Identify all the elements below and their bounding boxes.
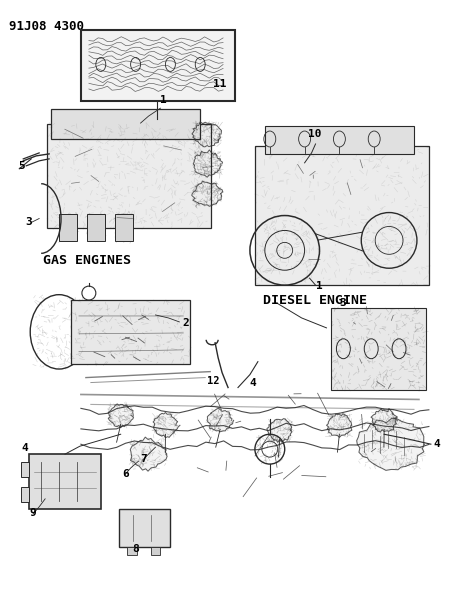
Text: 3: 3 [339,298,346,308]
Bar [47,124,211,229]
Polygon shape [371,409,398,432]
Polygon shape [267,419,292,443]
Text: 8: 8 [133,544,139,554]
Bar [29,454,101,509]
Bar [81,29,235,101]
Text: 10: 10 [308,129,321,139]
Bar [265,126,414,154]
Bar [51,109,200,139]
Polygon shape [108,404,134,428]
Polygon shape [192,181,223,207]
Polygon shape [327,414,352,437]
Bar [127,547,137,555]
Text: 5: 5 [18,161,25,171]
Polygon shape [192,122,221,147]
Text: 4: 4 [250,378,257,387]
Bar [331,308,426,389]
Text: 1: 1 [161,95,167,105]
Text: DIESEL ENGINE: DIESEL ENGINE [263,294,367,307]
Text: 3: 3 [25,218,32,227]
Polygon shape [207,408,234,432]
Text: 1: 1 [316,281,322,291]
Text: 4: 4 [21,443,28,453]
Polygon shape [357,418,424,470]
Bar [71,300,190,364]
Bar [59,213,77,242]
Text: 2: 2 [182,318,189,328]
Bar [151,547,161,555]
Text: 11: 11 [213,79,227,89]
Bar [255,146,429,285]
Bar [21,462,29,477]
Bar [115,213,133,242]
Text: 9: 9 [29,508,36,518]
Text: GAS ENGINES: GAS ENGINES [43,254,131,267]
Text: 12: 12 [207,376,219,386]
Polygon shape [193,150,222,177]
Bar [118,509,170,547]
Text: 91J08 4300: 91J08 4300 [9,20,84,32]
Bar [21,487,29,502]
Text: 7: 7 [141,454,147,464]
Polygon shape [130,437,167,471]
Polygon shape [153,413,180,438]
Text: 4: 4 [434,439,441,449]
Bar [87,213,105,242]
Text: 6: 6 [123,469,129,479]
